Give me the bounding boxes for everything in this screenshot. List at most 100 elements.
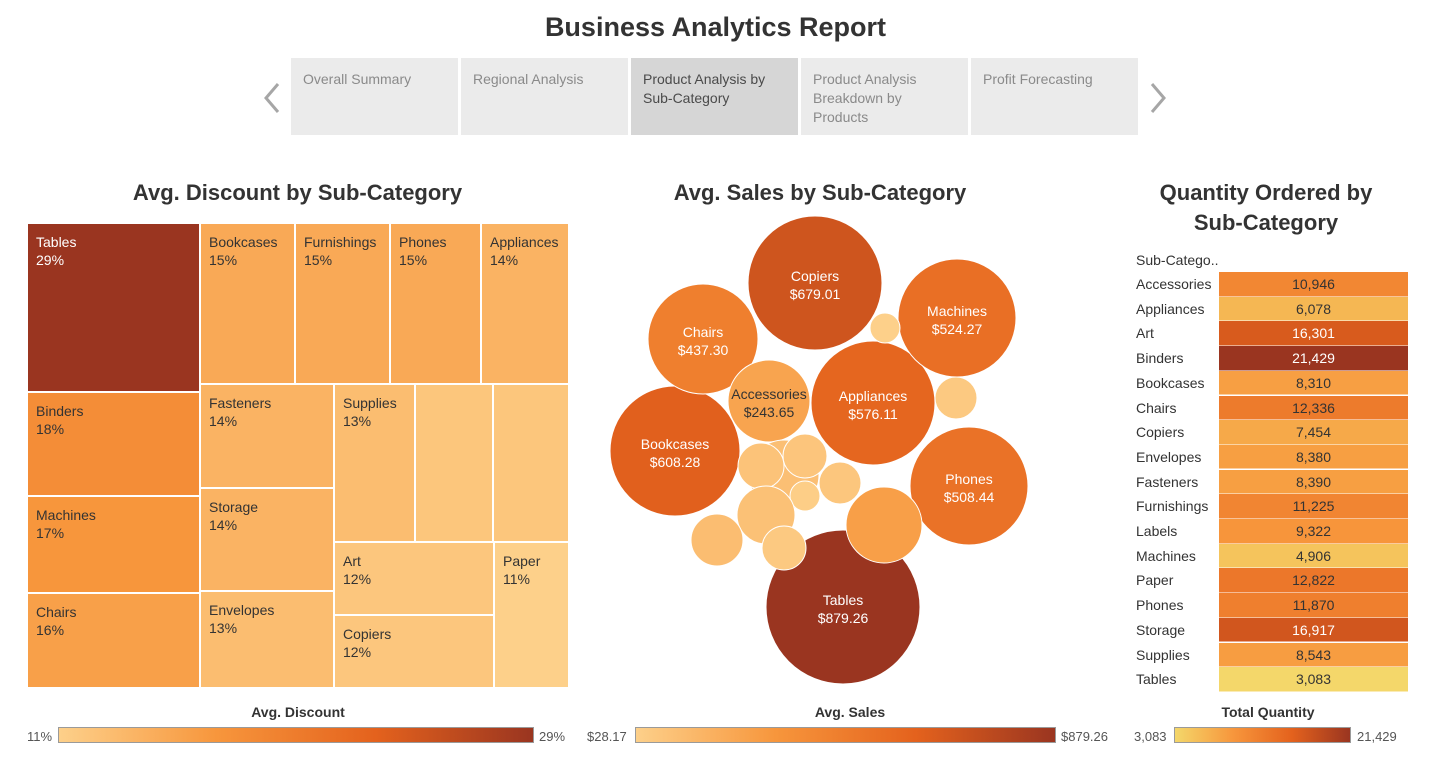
sales-legend-min: $28.17: [587, 729, 627, 744]
quantity-row-label: Binders: [1136, 350, 1184, 367]
treemap-tile-label: Supplies: [343, 395, 397, 411]
quantity-row-value[interactable]: 10,946: [1219, 272, 1408, 297]
treemap-tile-value: 11%: [503, 571, 530, 587]
sales-bubble-chart: Tables $879.26 Copiers $679.01 Bookcases $608…: [609, 215, 1029, 685]
tab-profit-forecasting[interactable]: Profit Forecasting: [971, 58, 1138, 135]
treemap-tile-paper[interactable]: Paper 11%: [494, 542, 569, 688]
quantity-row-label: Phones: [1136, 597, 1184, 614]
bubble-tables[interactable]: Tables $879.26: [765, 529, 921, 685]
bubble-label: Machines: [927, 303, 987, 319]
treemap-tile-label: Phones: [399, 234, 447, 250]
treemap-tile-label: Furnishings: [304, 234, 377, 250]
quantity-row-label: Bookcases: [1136, 374, 1205, 391]
quantity-row-value[interactable]: 3,083: [1219, 667, 1408, 692]
bubble-circle: [789, 480, 821, 512]
quantity-row-value[interactable]: 21,429: [1219, 346, 1408, 371]
treemap-tile-fasteners[interactable]: Fasteners 14%: [200, 384, 334, 488]
quantity-chart-title: Quantity Ordered by Sub-Category: [1159, 180, 1373, 235]
quantity-row-value[interactable]: 12,822: [1219, 568, 1408, 593]
sales-chart-title: Avg. Sales by Sub-Category: [673, 180, 967, 205]
quantity-row-value[interactable]: 8,390: [1219, 469, 1408, 495]
bubble-chairs[interactable]: Chairs $437.30: [647, 283, 759, 395]
bubble-circle: [818, 461, 862, 505]
chevron-left-icon[interactable]: [260, 78, 284, 118]
tab-regional-analysis[interactable]: Regional Analysis: [461, 58, 628, 135]
discount-legend-title: Avg. Discount: [251, 704, 345, 720]
quantity-row-label: Art: [1136, 325, 1154, 342]
quantity-row-label: Accessories: [1136, 276, 1212, 292]
bubble-label: Bookcases: [641, 436, 709, 452]
quantity-row-value[interactable]: 11,870: [1219, 593, 1408, 618]
quantity-row-value[interactable]: 16,301: [1219, 321, 1408, 346]
treemap-tile-value: 15%: [399, 252, 428, 268]
quantity-column-header: Sub-Catego..: [1136, 252, 1219, 268]
quantity-row-value[interactable]: 11,225: [1219, 494, 1408, 519]
quantity-row-value[interactable]: 8,380: [1219, 444, 1408, 470]
tab-product-analysis-sub-category[interactable]: Product Analysis by Sub-Category: [631, 58, 798, 135]
treemap-tile-value: 12%: [343, 644, 372, 660]
bubble-circle: [845, 486, 923, 564]
quantity-row-value[interactable]: 4,906: [1219, 543, 1408, 569]
bubble-machines[interactable]: Machines $524.27: [897, 258, 1017, 378]
bubble-unlabeled[interactable]: [761, 525, 807, 571]
bubble-appliances[interactable]: Appliances $576.11: [810, 340, 936, 466]
treemap-tile-bookcases[interactable]: Bookcases 15%: [200, 223, 295, 384]
quantity-row-label: Machines: [1136, 547, 1196, 564]
bubble-value: $679.01: [790, 286, 841, 302]
bubble-unlabeled[interactable]: [934, 376, 978, 420]
treemap-tile-label: Envelopes: [209, 602, 275, 618]
quantity-row-label: Copiers: [1136, 424, 1185, 441]
quantity-row-value[interactable]: 6,078: [1219, 296, 1408, 322]
bubble-copiers[interactable]: Copiers $679.01: [747, 215, 883, 351]
treemap-tile-label: Art: [343, 553, 361, 569]
treemap-tile-copiers[interactable]: Copiers 12%: [334, 615, 494, 688]
bubble-accessories[interactable]: Accessories $243.65: [727, 359, 811, 443]
treemap-tile-tables[interactable]: Tables 29%: [27, 223, 200, 392]
quantity-row-value[interactable]: 16,917: [1219, 617, 1408, 643]
treemap-tile-storage[interactable]: Storage 14%: [200, 488, 334, 591]
bubble-value: $437.30: [678, 342, 729, 358]
quantity-row-label: Chairs: [1136, 399, 1177, 416]
tab-overall-summary[interactable]: Overall Summary: [291, 58, 458, 135]
treemap-tile-value: 18%: [36, 421, 65, 437]
quantity-row-value[interactable]: 9,322: [1219, 519, 1408, 544]
treemap-tile-label: Tables: [36, 234, 77, 250]
treemap-tile-value: 17%: [36, 525, 65, 541]
sales-legend-title: Avg. Sales: [814, 704, 886, 720]
treemap-tile-binders[interactable]: Binders 18%: [27, 392, 200, 496]
discount-legend-min: 11%: [27, 729, 53, 744]
bubble-bookcases[interactable]: Bookcases $608.28: [609, 385, 741, 517]
quantity-row-value[interactable]: 8,310: [1219, 370, 1408, 396]
quantity-row-value[interactable]: 12,336: [1219, 395, 1408, 421]
treemap-tile-label: Bookcases: [209, 234, 278, 250]
report-title: Business Analytics Report: [544, 12, 887, 42]
quantity-row-value[interactable]: 7,454: [1219, 420, 1408, 445]
treemap-tile-label: Appliances: [490, 234, 559, 250]
bubble-unlabeled[interactable]: [690, 513, 744, 567]
treemap-tile-phones[interactable]: Phones 15%: [390, 223, 481, 384]
treemap-tile-label: Paper: [503, 553, 541, 569]
quantity-row-label: Appliances: [1136, 300, 1205, 317]
treemap-tile-furnishings[interactable]: Furnishings 15%: [295, 223, 390, 384]
bubble-unlabeled[interactable]: [737, 442, 785, 490]
treemap-tile-machines[interactable]: Machines 17%: [27, 496, 200, 593]
treemap-tile-supplies[interactable]: Supplies 13%: [334, 384, 415, 542]
chevron-right-icon[interactable]: [1146, 78, 1170, 118]
bubble-unlabeled[interactable]: [845, 486, 923, 564]
treemap-tile-art[interactable]: Art 12%: [334, 542, 494, 615]
bubble-unlabeled[interactable]: [869, 312, 901, 344]
bubble-unlabeled[interactable]: [818, 461, 862, 505]
bubble-phones[interactable]: Phones $508.44: [909, 426, 1029, 546]
quantity-row-value[interactable]: 8,543: [1219, 642, 1408, 668]
treemap-tile-envelopes[interactable]: Envelopes 13%: [200, 591, 334, 688]
treemap-tile-value: 16%: [36, 622, 65, 638]
quantity-legend-title: Total Quantity: [1221, 704, 1315, 720]
treemap-tile-unlabeled[interactable]: [493, 384, 569, 542]
tab-product-analysis-breakdown[interactable]: Product Analysis Breakdown by Products: [801, 58, 968, 135]
treemap-tile-appliances[interactable]: Appliances 14%: [481, 223, 569, 384]
quantity-row-label: Furnishings: [1136, 498, 1209, 515]
treemap-tile-chairs[interactable]: Chairs 16%: [27, 593, 200, 688]
bubble-unlabeled[interactable]: [789, 480, 821, 512]
bubble-unlabeled[interactable]: [782, 433, 828, 479]
treemap-tile-unlabeled[interactable]: [415, 384, 493, 542]
